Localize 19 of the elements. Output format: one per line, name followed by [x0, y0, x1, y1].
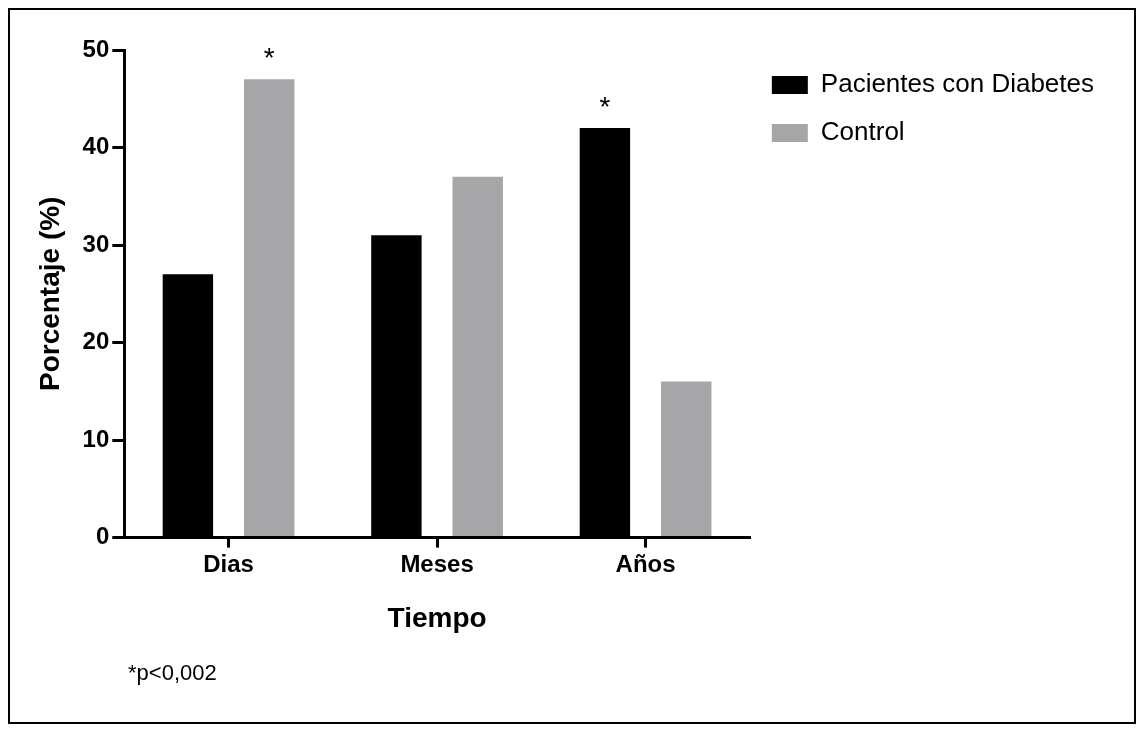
y-tick-label: 10 — [82, 424, 110, 452]
bar — [661, 381, 712, 537]
text: *p<0,002 — [128, 660, 217, 686]
legend-label: Control — [820, 116, 905, 147]
legend-label: Pacientes con Diabetes — [820, 68, 1095, 99]
y-tick-label: 30 — [82, 229, 110, 257]
x-tick-label: Meses — [400, 549, 474, 577]
y-axis-title: Porcentaje (%) — [33, 196, 65, 392]
bar — [452, 176, 503, 537]
y-tick-label: 20 — [82, 327, 110, 355]
x-tick-label: Dias — [203, 549, 254, 577]
annotation: * — [263, 41, 275, 73]
x-axis-title: Tiempo — [387, 601, 487, 633]
y-tick-label: 40 — [82, 132, 110, 160]
annotation: * — [599, 90, 611, 122]
x-tick-label: Años — [615, 549, 676, 577]
bar — [244, 79, 295, 537]
y-tick-label: 0 — [95, 522, 110, 550]
y-tick-label: 50 — [82, 34, 110, 62]
